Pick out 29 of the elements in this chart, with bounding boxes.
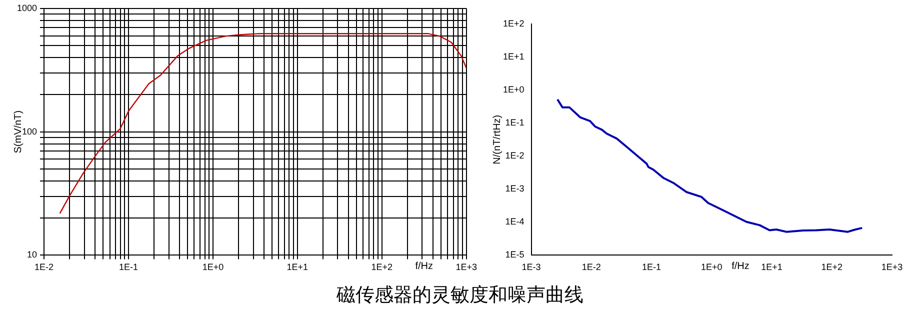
x-tick-label: 1E+2 bbox=[371, 262, 393, 272]
y-axis-title: S(mV/nT) bbox=[12, 110, 24, 154]
y-tick-label: 1000 bbox=[16, 2, 38, 13]
x-tick-label: 1E-2 bbox=[34, 262, 54, 272]
x-tick-label: 1E+0 bbox=[202, 262, 224, 272]
x-tick-label: 1E-1 bbox=[642, 262, 662, 272]
y-tick-label: 1E-3 bbox=[505, 184, 524, 194]
y-tick-label: 1E+1 bbox=[502, 52, 524, 62]
y-tick-label: 1E-2 bbox=[505, 150, 524, 161]
x-tick-label: 1E+0 bbox=[700, 262, 722, 272]
y-tick-label: 100 bbox=[22, 126, 38, 136]
x-tick-label: 1E+3 bbox=[456, 262, 478, 272]
text: 磁传感器的灵敏度和噪声曲线 bbox=[336, 283, 584, 308]
y-tick-label: 10 bbox=[27, 250, 38, 260]
x-tick-label: 1E+3 bbox=[881, 262, 903, 272]
y-tick-label: 1E+0 bbox=[502, 84, 524, 95]
x-tick-label: 1E+1 bbox=[761, 262, 782, 272]
y-tick-label: 1E-5 bbox=[505, 250, 524, 260]
x-tick-label: 1E-3 bbox=[522, 262, 541, 272]
y-tick-label: 1E+2 bbox=[502, 18, 524, 28]
y-tick-label: 1E-4 bbox=[505, 216, 524, 227]
y-tick-label: 1E-1 bbox=[505, 118, 524, 128]
x-tick-label: 1E+2 bbox=[821, 262, 843, 272]
y-axis-title: N/(nT/rtHz) bbox=[492, 114, 504, 164]
x-tick-label: 1E-2 bbox=[582, 262, 601, 272]
x-axis-title: f/Hz bbox=[732, 260, 750, 272]
x-tick-label: 1E+1 bbox=[286, 262, 308, 272]
x-tick-label: 1E-1 bbox=[118, 262, 138, 272]
x-axis-title: f/Hz bbox=[415, 260, 434, 272]
